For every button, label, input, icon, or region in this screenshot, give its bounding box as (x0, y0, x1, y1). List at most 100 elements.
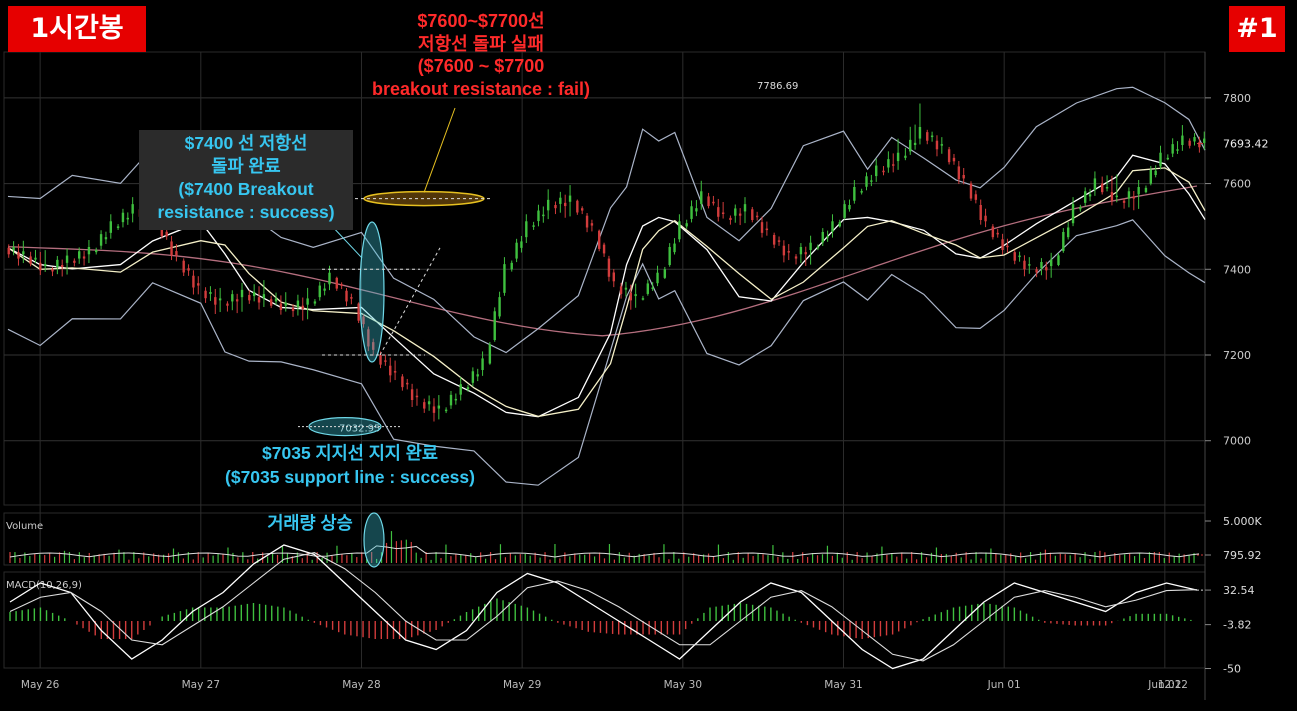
candle-body (510, 262, 513, 270)
candle-body (248, 295, 251, 301)
annotation-line: 저항선 돌파 실패 (418, 33, 544, 54)
trend-dashed-line (379, 247, 441, 356)
candle-body (218, 298, 222, 301)
candle-body (991, 226, 995, 238)
breakout-7400-annotation: $7400 선 저항선 돌파 완료 ($7400 Breakout resist… (139, 132, 353, 224)
volume-average-line (9, 545, 1200, 558)
candle-body (214, 297, 217, 305)
candle-body (1181, 135, 1184, 145)
candle-body (913, 142, 917, 145)
candle-body (379, 355, 382, 365)
candle-body (690, 206, 693, 219)
candle-body (1066, 227, 1070, 238)
volume-tick-label: 5.000K (1223, 515, 1262, 528)
x-tick-label: 12:12 (1158, 679, 1188, 691)
candle-body (274, 298, 278, 302)
candle-body (39, 262, 42, 271)
macd-signal-line (9, 552, 1197, 662)
candle-body (1101, 183, 1104, 193)
candle-body (848, 205, 851, 210)
high-price-label: 7786.69 (757, 81, 798, 92)
y-tick-label: 7600 (1223, 178, 1251, 191)
candle-body (838, 222, 841, 227)
volume-spike-ellipse (363, 512, 385, 568)
candle-body (765, 228, 769, 231)
candle-body (449, 394, 453, 406)
candle-body (554, 205, 557, 209)
candle-body (503, 264, 506, 293)
candle-body (673, 243, 676, 253)
candle-body (51, 269, 54, 272)
candle-body (1127, 191, 1131, 199)
y-tick-label: 7200 (1223, 349, 1251, 362)
candle-body (187, 268, 190, 271)
candle-body (1018, 255, 1021, 258)
annotation-line: $7400 선 저항선 (184, 133, 308, 153)
candle-body (804, 252, 807, 255)
y-tick-label: 7000 (1223, 435, 1251, 448)
candle-body (17, 252, 20, 259)
candle-body (323, 288, 326, 291)
candle-body (602, 244, 606, 254)
annotation-line: ($7600 ~ $7700 (417, 56, 545, 76)
candle-body (619, 286, 623, 294)
candle-body (313, 301, 317, 304)
bollinger-lower-line (7, 219, 1206, 486)
candle-body (1144, 187, 1148, 193)
candle-body (772, 235, 776, 245)
candle-body (170, 241, 173, 256)
candle-body (532, 225, 535, 227)
candle-body (717, 207, 720, 217)
candle-body (777, 240, 781, 242)
candle-body (656, 272, 659, 284)
candle-body (1105, 187, 1109, 189)
candle-body (831, 221, 834, 232)
candle-body (279, 303, 283, 310)
candle-body (291, 307, 295, 312)
candle-body (192, 275, 195, 288)
x-tick-label: May 30 (664, 679, 702, 691)
x-tick-label: May 27 (182, 679, 220, 691)
candle-body (787, 251, 790, 253)
candle-body (940, 144, 944, 146)
candle-body (678, 221, 681, 240)
candle-body (760, 222, 764, 233)
candle-body (559, 197, 562, 204)
candle-body (415, 395, 419, 398)
annotation-line: $7035 지지선 지지 완료 (262, 443, 438, 463)
candle-body (563, 202, 567, 207)
candle-body (816, 246, 820, 249)
candle-body (306, 298, 309, 305)
candle-body (581, 208, 584, 211)
candle-body (969, 183, 973, 199)
candle-body (301, 305, 304, 309)
candle-body (231, 294, 234, 302)
candle-body (663, 269, 667, 278)
timeframe-badge: 1시간봉 (8, 6, 146, 52)
candle-body (896, 152, 900, 162)
candle-body (109, 221, 112, 233)
candle-body (1049, 259, 1053, 267)
candle-body (515, 242, 518, 259)
candle-body (782, 245, 786, 256)
candle-body (131, 204, 134, 214)
annotation-line: $7600~$7700선 (417, 11, 545, 31)
candle-body (984, 215, 987, 222)
annotation-line: ($7400 Breakout (178, 179, 314, 199)
candle-body (629, 292, 632, 301)
candle-body (444, 409, 448, 412)
candle-body (481, 358, 484, 370)
candle-body (432, 406, 436, 413)
candle-body (362, 316, 365, 325)
ma-long-line (7, 185, 1198, 337)
candle-body (1001, 239, 1004, 250)
support-7035-annotation: $7035 지지선 지지 완료 ($7035 support line : su… (200, 441, 500, 489)
candle-body (1040, 262, 1043, 269)
candle-body (568, 195, 572, 202)
candle-body (12, 247, 15, 250)
candle-body (1188, 140, 1191, 146)
candle-body (350, 297, 353, 299)
candle-body (751, 209, 754, 220)
candle-body (389, 365, 392, 376)
candle-body (182, 260, 185, 273)
